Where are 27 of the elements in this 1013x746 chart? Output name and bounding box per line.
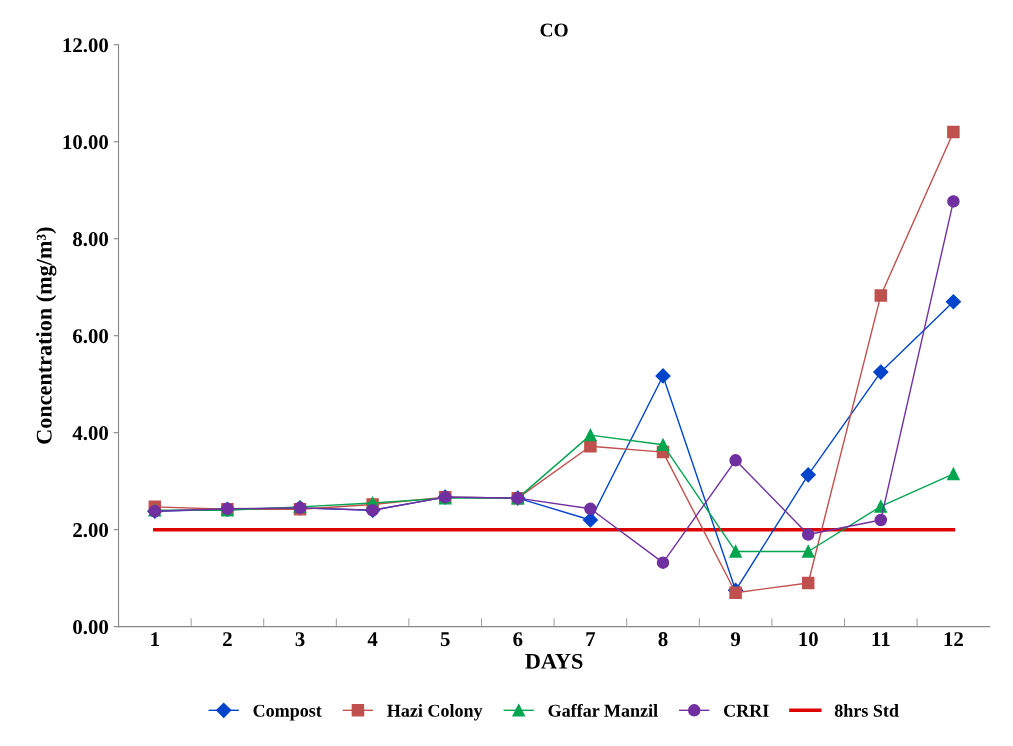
x-tick-label: 12	[944, 632, 963, 646]
x-tick-label: 4	[367, 632, 378, 646]
y-tick-label: 2.00	[73, 523, 108, 538]
x-tick-label: 9	[730, 632, 741, 647]
legend-label: Compost	[253, 704, 322, 721]
x-tick-label: 2	[223, 632, 232, 646]
legend-label: CRRI	[723, 704, 769, 717]
legend-label: Hazi Colony	[387, 704, 483, 721]
x-tick-label: 10	[799, 632, 818, 647]
x-tick-label: 3	[295, 632, 305, 647]
x-tick-label: 8	[658, 632, 668, 647]
x-tick-label: 7	[586, 632, 596, 646]
y-axis-title: Concentration (mg/m³)	[36, 227, 57, 444]
x-tick-label: 6	[513, 632, 523, 647]
y-tick-label: 6.00	[73, 329, 108, 344]
y-tick-label: 0.00	[73, 620, 108, 635]
x-tick-label: 1	[151, 632, 159, 646]
legend-label: 8hrs Std	[834, 704, 899, 717]
x-tick-label: 5	[440, 632, 450, 647]
legend-label: Gaffar Manzil	[548, 703, 658, 717]
x-axis-title: DAYS	[525, 653, 583, 669]
x-tick-label: 11	[872, 632, 890, 646]
y-tick-label: 10.00	[63, 135, 108, 150]
y-tick-label: 8.00	[73, 232, 108, 247]
y-tick-label: 12.00	[63, 38, 108, 53]
chart-title: CO	[540, 23, 568, 37]
y-tick-label: 4.00	[72, 426, 108, 441]
